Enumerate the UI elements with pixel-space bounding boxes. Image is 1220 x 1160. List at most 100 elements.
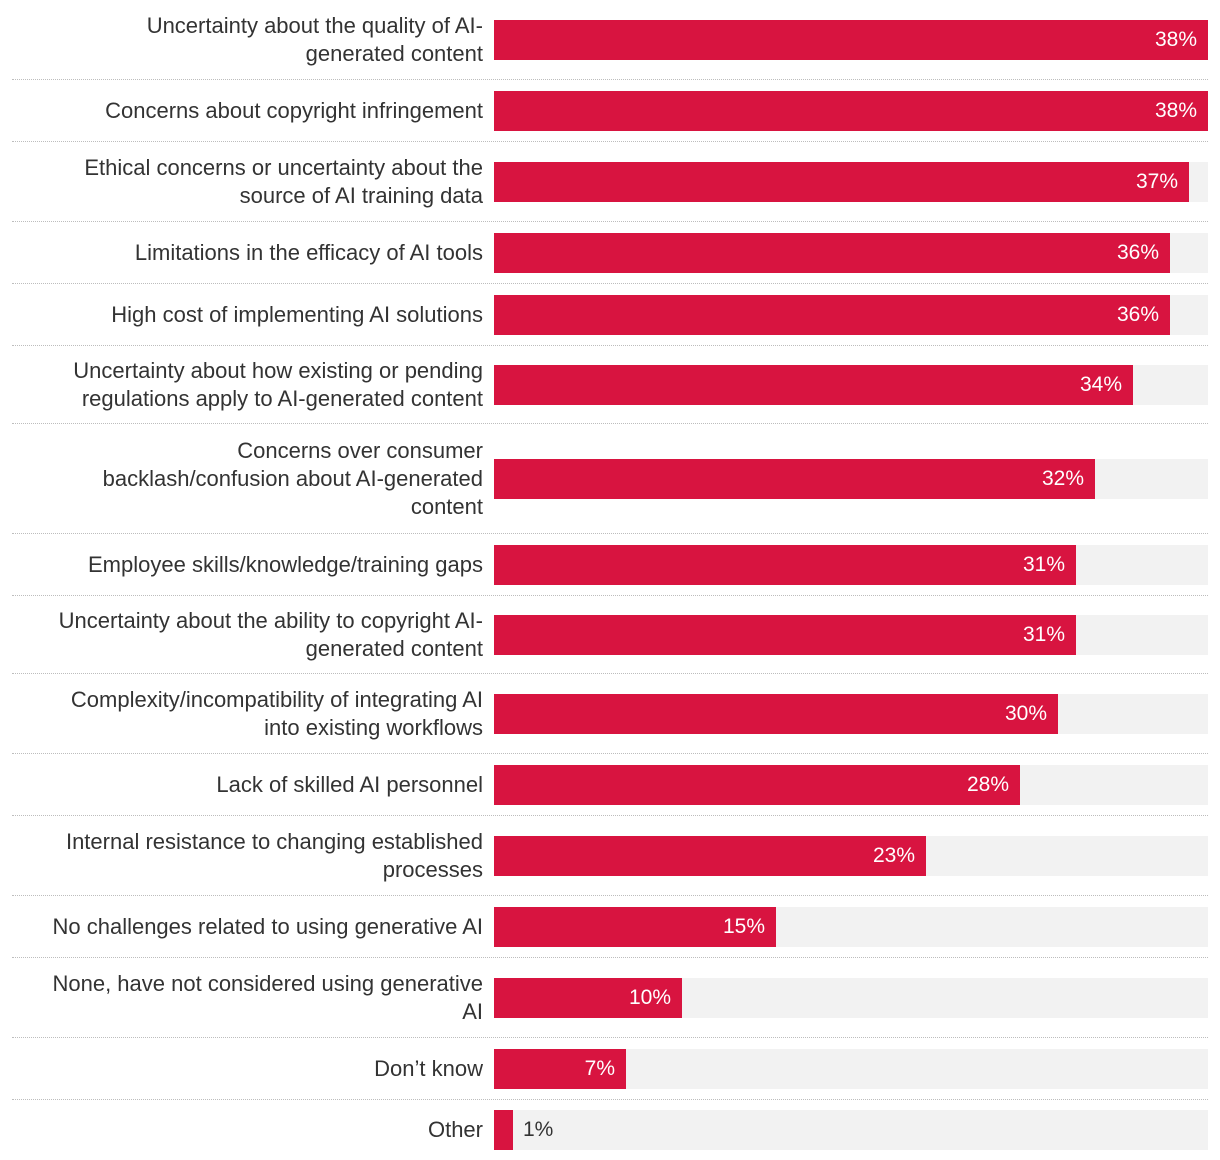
category-label-line: High cost of implementing AI solutions — [111, 301, 483, 327]
chart-row: Ethical concerns or uncertainty about th… — [12, 142, 1208, 222]
value-label: 31% — [1022, 623, 1065, 646]
category-label: No challenges related to using generativ… — [12, 896, 483, 957]
category-label-line: Uncertainty about the ability to copyrig… — [58, 607, 483, 633]
category-label: Uncertainty about how existing or pendin… — [12, 346, 483, 423]
bar — [494, 907, 776, 947]
value-label: 36% — [1116, 303, 1159, 326]
bar-track: 37% — [494, 162, 1208, 202]
bar — [494, 20, 1208, 60]
chart-row: Concerns over consumer backlash/confusion… — [12, 424, 1208, 534]
bar — [494, 765, 1020, 805]
category-label-line: into existing workflows — [264, 714, 483, 740]
bar — [494, 1110, 513, 1150]
chart-row: Other 1% — [12, 1100, 1208, 1160]
value-label: 23% — [872, 844, 915, 867]
chart-row: Don’t know 7% — [12, 1038, 1208, 1100]
category-label-line: Concerns about copyright infringement — [105, 97, 483, 123]
chart-row: Concerns about copyright infringement 38% — [12, 80, 1208, 142]
category-label-line: Other — [427, 1117, 483, 1142]
category-label: Complexity/incompatibility of integratin… — [12, 674, 483, 753]
value-label: 1% — [523, 1118, 554, 1141]
value-label: 38% — [1154, 99, 1197, 122]
bar — [494, 694, 1058, 734]
category-label-line: AI — [462, 998, 483, 1024]
category-label-line: Uncertainty about the quality of AI- — [146, 12, 483, 38]
bar — [494, 978, 682, 1018]
bar — [494, 365, 1133, 405]
bar — [494, 1049, 626, 1089]
value-label: 31% — [1022, 553, 1065, 576]
category-label-line: regulations apply to AI-generated conten… — [81, 385, 483, 411]
category-label-line: content — [410, 493, 483, 519]
bar-track: 31% — [494, 545, 1208, 585]
category-label: None, have not considered using generati… — [12, 958, 483, 1037]
category-label: Ethical concerns or uncertainty about th… — [12, 142, 483, 221]
category-label: Concerns over consumer backlash/confusion… — [12, 424, 483, 533]
bar-track: 32% — [494, 459, 1208, 499]
category-label: Uncertainty about the quality of AI-gene… — [12, 0, 483, 79]
bar-track: 1% — [494, 1110, 1208, 1150]
bar-track: 30% — [494, 694, 1208, 734]
category-label-line: generated content — [305, 40, 483, 66]
bar — [494, 162, 1189, 202]
category-label-line: Limitations in the efficacy of AI tools — [134, 239, 483, 265]
category-label: Concerns about copyright infringement — [12, 80, 483, 141]
bar-track: 38% — [494, 20, 1208, 60]
value-label: 10% — [628, 986, 671, 1009]
bar — [494, 545, 1076, 585]
bar-track: 36% — [494, 295, 1208, 335]
chart-row: Uncertainty about the ability to copyrig… — [12, 596, 1208, 674]
bar — [494, 459, 1095, 499]
value-label: 34% — [1079, 373, 1122, 396]
category-label-line: Ethical concerns or uncertainty about th… — [84, 154, 483, 180]
value-label: 7% — [584, 1057, 615, 1080]
chart-row: None, have not considered using generati… — [12, 958, 1208, 1038]
bar-track: 15% — [494, 907, 1208, 947]
bar — [494, 836, 926, 876]
category-label-line: processes — [382, 856, 483, 882]
bar-track: 34% — [494, 365, 1208, 405]
chart-row: Limitations in the efficacy of AI tools 3… — [12, 222, 1208, 284]
category-label-line: Lack of skilled AI personnel — [216, 771, 483, 797]
category-label-line: source of AI training data — [239, 182, 483, 208]
category-label-line: Employee skills/knowledge/training gaps — [88, 551, 483, 577]
bar — [494, 615, 1076, 655]
bar — [494, 91, 1208, 131]
bar-track: 7% — [494, 1049, 1208, 1089]
category-label-line: Concerns over consumer — [237, 437, 483, 463]
category-label: Limitations in the efficacy of AI tools — [12, 222, 483, 283]
bar-track: 10% — [494, 978, 1208, 1018]
category-label-line: None, have not considered using generati… — [52, 970, 483, 996]
category-label-line: No challenges related to using generativ… — [52, 913, 483, 939]
value-label: 32% — [1041, 467, 1084, 490]
category-label: Employee skills/knowledge/training gaps — [12, 534, 483, 595]
bar-track: 23% — [494, 836, 1208, 876]
category-label-line: Internal resistance to changing establis… — [65, 828, 483, 854]
bar — [494, 233, 1170, 273]
category-label-line: backlash/confusion about AI-generated — [102, 465, 483, 491]
chart-row: Employee skills/knowledge/training gaps 3… — [12, 534, 1208, 596]
bar-track: 36% — [494, 233, 1208, 273]
bar-track: 38% — [494, 91, 1208, 131]
category-label-line: Uncertainty about how existing or pendin… — [73, 357, 483, 383]
category-label-line: Don’t know — [374, 1055, 483, 1081]
bar — [494, 295, 1170, 335]
chart-row: Lack of skilled AI personnel 28% — [12, 754, 1208, 816]
category-label: Don’t know — [12, 1038, 483, 1099]
category-label: Other — [12, 1100, 483, 1160]
category-label: Uncertainty about the ability to copyrig… — [12, 596, 483, 673]
value-label: 37% — [1135, 170, 1178, 193]
category-label: High cost of implementing AI solutions — [12, 284, 483, 345]
chart-row: Uncertainty about the quality of AI-gene… — [12, 0, 1208, 80]
chart-row: Uncertainty about how existing or pendin… — [12, 346, 1208, 424]
value-label: 30% — [1004, 702, 1047, 725]
category-label-line: Complexity/incompatibility of integratin… — [70, 686, 483, 712]
category-label: Lack of skilled AI personnel — [12, 754, 483, 815]
value-label: 36% — [1116, 241, 1159, 264]
chart-row: Complexity/incompatibility of integratin… — [12, 674, 1208, 754]
category-label: Internal resistance to changing establis… — [12, 816, 483, 895]
chart-row: High cost of implementing AI solutions 36… — [12, 284, 1208, 346]
value-label: 15% — [722, 915, 765, 938]
bar-track: 31% — [494, 615, 1208, 655]
